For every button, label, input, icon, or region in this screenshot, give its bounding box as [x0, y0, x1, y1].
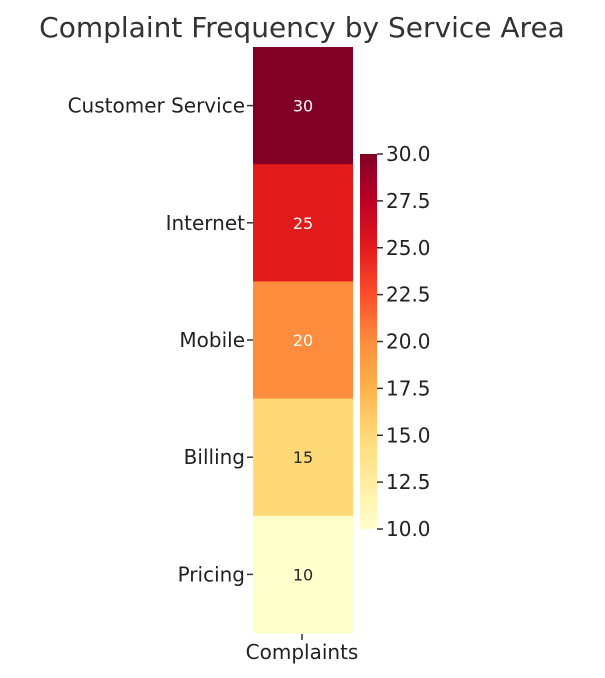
heatmap-cell — [253, 515, 353, 634]
x-tick-label: Complaints — [246, 640, 359, 664]
heatmap-cell — [253, 398, 353, 517]
y-axis: Customer Service Internet Mobile Billing Pri… — [68, 94, 253, 586]
colorbar-tick-label: 30.0 — [386, 142, 431, 166]
cell-value-label: 10 — [293, 565, 313, 584]
cell-value-label: 20 — [293, 331, 313, 350]
colorbar-tick-label: 10.0 — [386, 517, 431, 541]
cell-value-label: 30 — [293, 97, 313, 116]
cell-value-label: 25 — [293, 214, 313, 233]
colorbar-axis: 10.0 12.5 15.0 17.5 20.0 22.5 25.0 27.5 30.0 — [377, 142, 431, 541]
colorbar-tick-label: 15.0 — [386, 423, 431, 447]
heatmap-cell — [253, 164, 353, 282]
heatmap-cell — [253, 47, 353, 165]
colorbar — [360, 154, 377, 529]
cell-value-label: 15 — [293, 448, 313, 467]
colorbar-tick-label: 25.0 — [386, 236, 431, 260]
colorbar-tick-label: 12.5 — [386, 470, 431, 494]
y-tick-label: Billing — [184, 445, 245, 469]
y-tick-label: Internet — [166, 211, 246, 235]
colorbar-tick-label: 22.5 — [386, 283, 431, 307]
colorbar-tick-label: 17.5 — [386, 376, 431, 400]
y-tick-label: Customer Service — [68, 94, 245, 118]
heatmap-cells: 30 25 20 15 10 — [253, 47, 353, 634]
y-tick-label: Pricing — [178, 562, 245, 586]
y-tick-label: Mobile — [179, 328, 245, 352]
chart-title: Complaint Frequency by Service Area — [39, 11, 565, 44]
heatmap-cell — [253, 281, 353, 400]
colorbar-tick-label: 20.0 — [386, 330, 431, 354]
colorbar-tick-label: 27.5 — [386, 189, 431, 213]
